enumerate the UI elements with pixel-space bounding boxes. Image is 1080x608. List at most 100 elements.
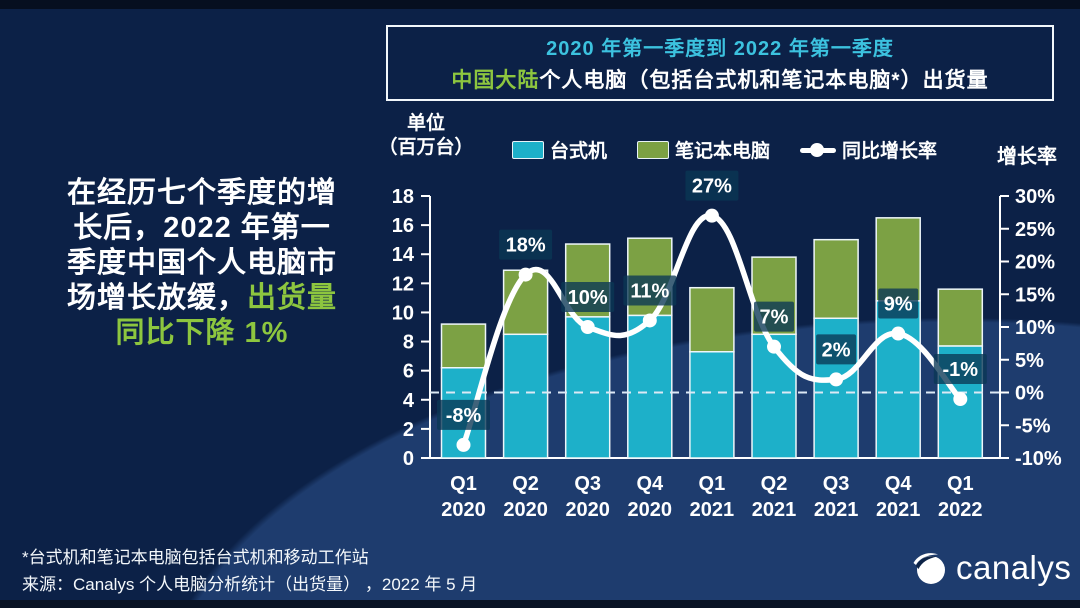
growth-label-box xyxy=(499,229,553,260)
bar-desktop-Q3-2020 xyxy=(564,316,611,459)
right-axis-tick-label: 5% xyxy=(1015,350,1044,372)
right-axis-tick-label: -5% xyxy=(1015,415,1051,437)
x-axis-label-year: 2021 xyxy=(876,499,921,521)
x-axis-label-quarter: Q4 xyxy=(885,473,913,495)
growth-label-box xyxy=(933,354,987,385)
right-axis-tick-label: 0% xyxy=(1015,383,1044,405)
bar-notebook-Q1-2022 xyxy=(937,288,984,347)
right-axis-tick-label: 15% xyxy=(1015,284,1055,306)
growth-label-Q4-2020: 11% xyxy=(630,280,669,302)
left-axis-tick-label: 12 xyxy=(392,273,414,295)
growth-dot-Q3-2020 xyxy=(580,320,595,334)
chart-title-period: 2020 年第一季度到 2022 年第一季度 xyxy=(546,38,894,60)
growth-dot-Q2-2020 xyxy=(518,267,533,282)
x-axis-label-year: 2020 xyxy=(503,499,548,521)
left-axis-tick-label: 16 xyxy=(392,215,414,237)
left-axis-tick-label: 2 xyxy=(403,419,414,441)
unit-label-line1: 单位 xyxy=(406,113,445,134)
growth-label-box xyxy=(816,334,857,365)
growth-label-box xyxy=(878,288,919,319)
growth-dot-Q4-2021 xyxy=(891,326,906,341)
legend-item-desktop: 台式机 xyxy=(512,136,607,163)
legend-growth-label: 同比增长率 xyxy=(842,141,938,162)
unit-label-line2: （百万台） xyxy=(378,137,474,158)
summary-headline: 在经历七个季度的增 长后，2022 年第一 季度中国个人电脑市 场增长放缓，出货… xyxy=(28,176,376,351)
right-axis-tick-label: 10% xyxy=(1015,317,1055,339)
x-axis-label-year: 2022 xyxy=(938,499,983,521)
combo-bar-line-chart: 0 2 4 6 8 10 12 14 16 18 -10% -5% 0% 5% 10% 15% 20% 25% 30… xyxy=(392,170,1062,521)
bottom-letterbox-strip xyxy=(0,600,1080,608)
bar-notebook-Q3-2021 xyxy=(813,238,859,320)
bar-notebook-Q1-2020 xyxy=(440,323,487,369)
growth-dot-Q4-2020 xyxy=(642,313,657,328)
bar-desktop-Q2-2021 xyxy=(751,333,797,459)
growth-dot-Q3-2021 xyxy=(829,372,844,387)
growth-label-box xyxy=(437,399,490,430)
bar-notebook-Q4-2021 xyxy=(875,217,921,302)
growth-label-box xyxy=(754,301,794,332)
chart-title-rest: 个人电脑（包括台式机和笔记本电脑*）出货量 xyxy=(539,69,989,92)
x-axis-label-year: 2021 xyxy=(752,499,797,521)
right-axis-rate-label: 增长率 xyxy=(997,146,1057,168)
chart-title-region-highlight: 中国大陆 xyxy=(451,69,540,92)
bar-desktop-Q4-2020 xyxy=(627,314,673,459)
canalys-logo: canalys xyxy=(912,549,1071,587)
headline-line4-plain: 场增长放缓， xyxy=(66,282,247,314)
bar-desktop-Q4-2021 xyxy=(875,300,921,459)
chart-title-box: 2020 年第一季度到 2022 年第一季度 中国大陆个人电脑（包括台式机和笔记… xyxy=(386,25,1054,101)
growth-dot-Q1-2020 xyxy=(456,437,471,452)
headline-line3: 季度中国个人电脑市 xyxy=(66,247,337,279)
growth-label-Q3-2021: 2% xyxy=(822,339,851,361)
growth-label-Q1-2020: -8% xyxy=(446,405,482,427)
headline-line4: 场增长放缓，出货量 xyxy=(28,281,376,316)
chart-legend: 台式机 笔记本电脑 同比增长率 xyxy=(512,136,937,163)
growth-dot-Q1-2022 xyxy=(953,392,968,407)
growth-label-Q4-2021: 9% xyxy=(884,294,913,316)
left-axis-unit-label: 单位 （百万台） xyxy=(376,112,476,160)
right-axis-tick-label: 30% xyxy=(1015,186,1055,208)
x-axis-label-quarter: Q3 xyxy=(823,473,850,495)
x-axis-label-quarter: Q3 xyxy=(574,473,601,495)
x-axis-label-quarter: Q1 xyxy=(450,473,477,495)
source-line: 来源：Canalys 个人电脑分析统计（出货量） ，2022 年 5 月 xyxy=(22,575,478,594)
x-axis-label-year: 2020 xyxy=(628,499,673,521)
x-axis-label-year: 2020 xyxy=(441,499,486,521)
bar-notebook-Q1-2021 xyxy=(689,286,735,353)
desktop-swatch-icon xyxy=(512,140,544,159)
left-axis-tick-label: 8 xyxy=(403,332,414,354)
footnote: *台式机和笔记本电脑包括台式机和移动工作站 xyxy=(22,548,369,567)
footer-notes: *台式机和笔记本电脑包括台式机和移动工作站 来源：Canalys 个人电脑分析统… xyxy=(22,544,477,598)
notebook-swatch-icon xyxy=(637,140,670,159)
bar-desktop-Q1-2021 xyxy=(689,350,735,459)
headline-line2: 长后，2022 年第一 xyxy=(73,212,331,244)
x-axis-label-year: 2021 xyxy=(814,499,859,521)
left-axis-tick-label: 18 xyxy=(392,186,414,208)
headline-line4-green: 出货量 xyxy=(247,282,338,314)
legend-item-growth: 同比增长率 xyxy=(800,136,937,163)
x-axis-label-quarter: Q1 xyxy=(947,473,974,495)
growth-label-Q1-2021: 27% xyxy=(692,176,732,198)
left-axis-tick-label: 6 xyxy=(403,361,414,383)
growth-label-Q1-2022: -1% xyxy=(943,359,979,381)
bar-desktop-Q2-2020 xyxy=(502,333,549,459)
growth-label-box xyxy=(685,170,739,201)
left-axis-tick-label: 14 xyxy=(392,244,415,266)
growth-line-icon xyxy=(800,142,837,158)
headline-line5-green: 同比下降 1% xyxy=(115,317,289,349)
right-axis-tick-label: -10% xyxy=(1015,448,1062,470)
canalys-logo-icon xyxy=(913,553,945,584)
right-axis-tick-label: 20% xyxy=(1015,252,1055,274)
x-axis-label-year: 2021 xyxy=(690,499,735,521)
legend-item-notebook: 笔记本电脑 xyxy=(637,136,770,163)
growth-label-box xyxy=(623,275,677,306)
left-axis-tick-label: 4 xyxy=(403,390,415,412)
right-axis-tick-label: 25% xyxy=(1015,219,1055,241)
legend-desktop-label: 台式机 xyxy=(550,141,608,162)
growth-dot-Q2-2021 xyxy=(767,339,781,354)
chart-title-main: 中国大陆个人电脑（包括台式机和笔记本电脑*）出货量 xyxy=(451,64,988,94)
x-axis-label-quarter: Q1 xyxy=(699,473,726,495)
growth-dot-Q1-2021 xyxy=(704,208,719,223)
legend-notebook-label: 笔记本电脑 xyxy=(675,141,771,162)
left-axis-tick-label: 0 xyxy=(403,448,414,470)
